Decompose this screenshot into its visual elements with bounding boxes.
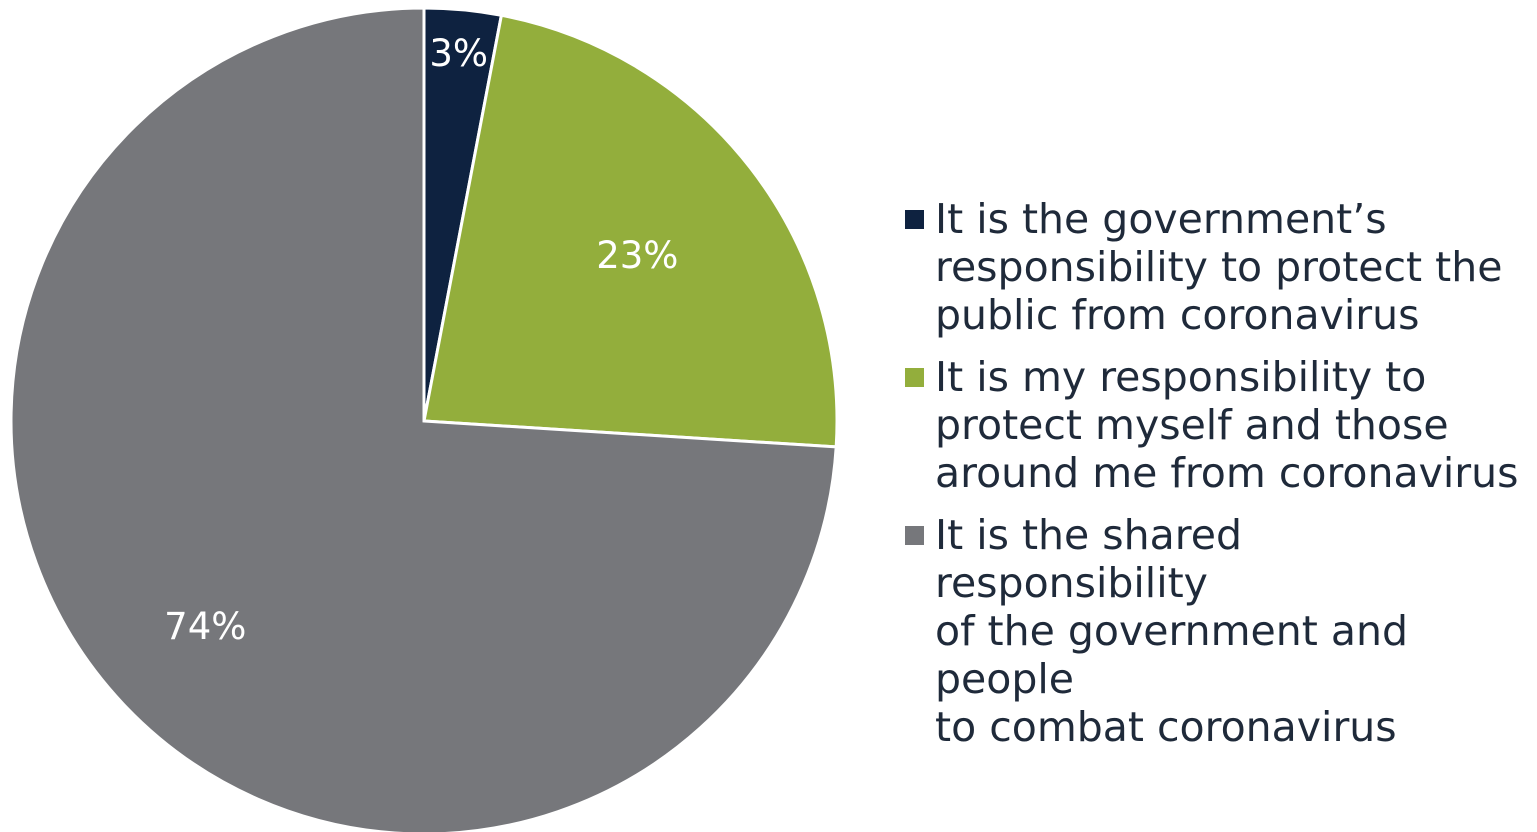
legend-swatch-government <box>905 210 924 229</box>
legend-label-personal: It is my responsibility to protect mysel… <box>935 353 1519 497</box>
legend: It is the government’s responsibility to… <box>905 195 1525 765</box>
legend-label-shared: It is the shared responsibility of the g… <box>935 511 1408 751</box>
legend-item-government: It is the government’s responsibility to… <box>905 195 1525 339</box>
pie-chart-svg: 3% 23% 74% <box>9 6 839 832</box>
legend-swatch-personal <box>905 368 924 387</box>
legend-item-personal: It is my responsibility to protect mysel… <box>905 353 1525 497</box>
legend-label-government: It is the government’s responsibility to… <box>935 195 1503 339</box>
data-label-personal: 23% <box>596 234 678 277</box>
pie-slice-shared <box>9 6 838 832</box>
pie-chart: 3% 23% 74% <box>9 6 839 832</box>
data-label-government: 3% <box>429 32 488 75</box>
legend-item-shared: It is the shared responsibility of the g… <box>905 511 1525 751</box>
data-label-shared: 74% <box>164 605 246 648</box>
pie-slice-personal <box>422 13 839 449</box>
legend-swatch-shared <box>905 526 924 545</box>
